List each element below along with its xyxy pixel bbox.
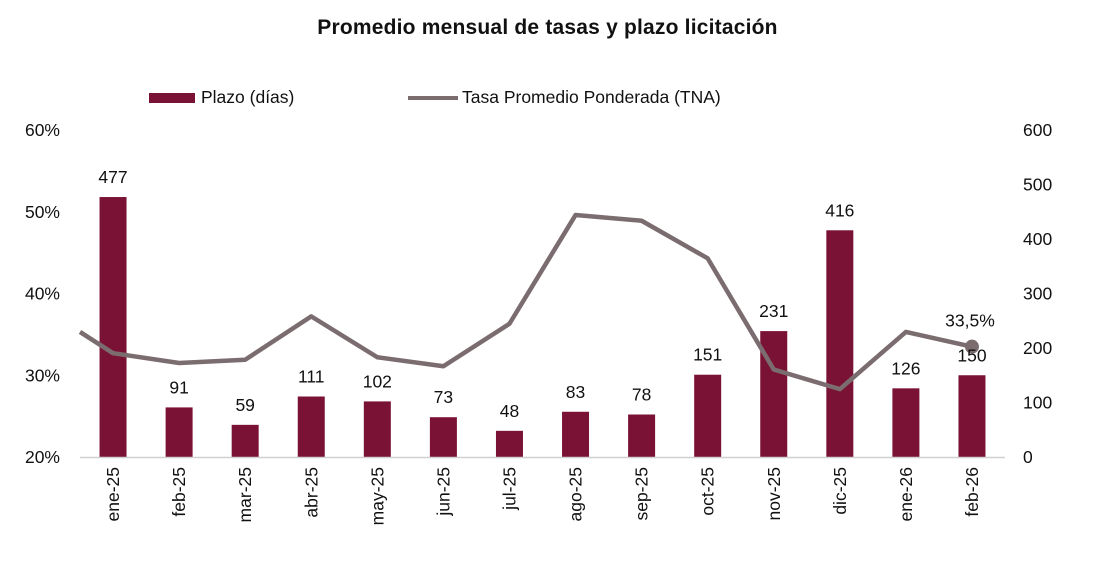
bar-data-label: 78 xyxy=(632,384,651,404)
legend-label-tasa: Tasa Promedio Ponderada (TNA) xyxy=(462,87,721,107)
x-tick-label: jun-25 xyxy=(433,467,453,517)
y-right-tick-label: 400 xyxy=(1023,229,1052,249)
x-tick-label: dic-25 xyxy=(830,467,850,515)
y-left-tick-label: 50% xyxy=(25,202,60,222)
x-tick-label: feb-26 xyxy=(962,467,982,517)
bar-data-label: 102 xyxy=(363,371,392,391)
bar xyxy=(231,424,259,457)
line-data-label: 33,5% xyxy=(945,311,995,331)
y-right-tick-label: 600 xyxy=(1023,120,1052,140)
x-tick-label: feb-25 xyxy=(169,467,189,517)
line-end-marker xyxy=(964,339,979,354)
bar-data-label: 477 xyxy=(98,167,127,187)
bar xyxy=(495,430,523,457)
bar-data-label: 83 xyxy=(566,382,585,402)
x-tick-label: jul-25 xyxy=(499,467,519,511)
legend-line-swatch xyxy=(408,95,458,100)
bar-data-label: 126 xyxy=(891,358,920,378)
bar-data-label: 151 xyxy=(693,345,722,365)
y-left-tick-label: 20% xyxy=(25,447,60,467)
bar xyxy=(363,401,391,457)
bar xyxy=(297,396,325,457)
y-right-tick-label: 500 xyxy=(1023,175,1052,195)
y-right-tick-label: 200 xyxy=(1023,338,1052,358)
x-tick-label: oct-25 xyxy=(698,467,718,516)
legend-item-plazo: Plazo (días) xyxy=(149,87,294,108)
x-tick-label: ago-25 xyxy=(566,467,586,522)
bar xyxy=(99,197,127,457)
bar xyxy=(429,417,457,457)
bar xyxy=(694,374,722,457)
bar xyxy=(826,230,854,457)
legend-item-tasa: Tasa Promedio Ponderada (TNA) xyxy=(408,87,721,108)
line-series-tasa xyxy=(78,212,973,392)
bar-data-label: 416 xyxy=(825,200,854,220)
bar-data-label: 150 xyxy=(957,345,986,365)
bar-data-label: 91 xyxy=(169,377,188,397)
x-tick-label: nov-25 xyxy=(764,467,784,521)
bar-data-label: 48 xyxy=(500,401,519,421)
y-right-tick-label: 300 xyxy=(1023,284,1052,304)
bar xyxy=(892,388,920,457)
y-right-tick-label: 0 xyxy=(1023,447,1033,467)
bar-data-label: 73 xyxy=(434,387,453,407)
bar xyxy=(628,414,656,457)
bar xyxy=(958,375,986,457)
legend-label-plazo: Plazo (días) xyxy=(201,87,295,107)
x-tick-label: ene-25 xyxy=(103,467,123,522)
y-left-tick-label: 30% xyxy=(25,365,60,385)
x-tick-label: ene-26 xyxy=(896,467,916,522)
bar-data-label: 59 xyxy=(235,395,254,415)
x-tick-label: abr-25 xyxy=(301,467,321,518)
chart-title: Promedio mensual de tasas y plazo licita… xyxy=(317,16,778,39)
bar xyxy=(562,411,590,457)
y-right-tick-label: 100 xyxy=(1023,393,1052,413)
x-tick-label: sep-25 xyxy=(632,467,652,521)
x-tick-label: may-25 xyxy=(367,467,387,525)
y-left-tick-label: 60% xyxy=(25,120,60,140)
legend-bar-swatch xyxy=(149,92,195,103)
bar-data-label: 111 xyxy=(298,367,325,387)
x-tick-label: mar-25 xyxy=(235,467,255,522)
bar-data-label: 231 xyxy=(759,301,788,321)
y-left-tick-label: 40% xyxy=(25,284,60,304)
bar xyxy=(165,407,193,457)
